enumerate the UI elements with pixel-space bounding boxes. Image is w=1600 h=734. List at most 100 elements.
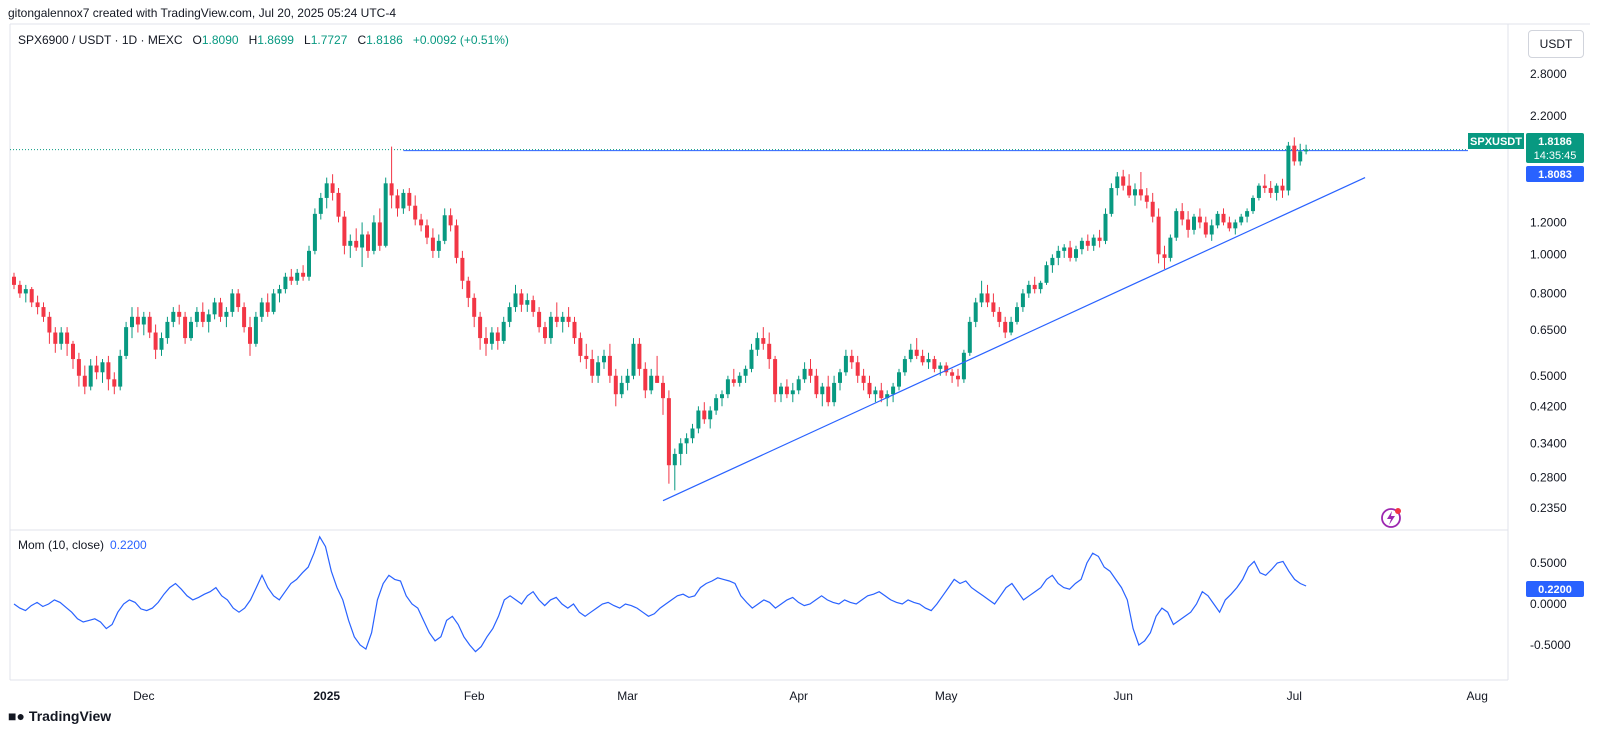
candle-body [1097,237,1102,241]
time-tick-label: Jun [1114,689,1133,703]
time-tick-label: Feb [464,689,485,703]
candle-body [796,379,801,391]
candle-body [1262,185,1267,189]
candle-body [1186,219,1191,230]
momentum-tick-label: 0.5000 [1530,556,1567,570]
candle-body [1215,213,1220,226]
candle-body [897,372,901,387]
momentum-label[interactable]: Mom (10, close) [18,538,105,552]
candle-body [737,375,742,383]
last-price-label: 1.8186 14:35:45 [1526,133,1584,163]
candle-body [548,316,553,339]
candle-body [271,293,276,312]
candle-body [141,316,146,325]
trendline-drawing[interactable] [662,177,1366,502]
candle-body [448,215,453,226]
candle-body [377,222,382,246]
candle-body [849,355,854,363]
symbol-title[interactable]: SPX6900 / USDT · 1D · MEXC [18,33,183,47]
candle-body [312,213,317,251]
candle-body [537,311,542,328]
candle-body [584,355,589,360]
candle-body [1203,222,1208,235]
candle-body [961,352,966,380]
lightning-icon[interactable] [1381,508,1401,528]
candle-body [932,359,937,369]
candle-body [183,316,188,339]
candle-body [330,183,335,193]
candle-body [17,284,22,294]
candle-body [613,375,618,395]
candles-group [12,137,1309,491]
candle-body [767,343,772,360]
tradingview-logo[interactable]: ■● TradingView [8,708,111,724]
candle-body [1044,265,1049,283]
candle-body [560,316,565,322]
candle-body [543,327,547,339]
candle-body [950,372,955,376]
candle-body [720,394,724,399]
ticker-price-label: SPXUSDT [1468,133,1524,149]
price-tick-label: 1.0000 [1530,247,1567,261]
candle-body [1268,188,1273,193]
candle-body [307,250,311,277]
candle-body [495,332,500,341]
currency-unit-button[interactable]: USDT [1528,30,1584,58]
candle-body [124,327,129,356]
candle-body [1150,201,1155,217]
candle-body [242,307,247,328]
price-axis[interactable]: 2.8000 2.2000 1.2000 1.0000 0.8000 0.6500 0.50… [1530,67,1567,515]
attribution-text: gitongalennox7 created with TradingView.… [8,6,397,20]
momentum-axis[interactable]: 0.5000 0.0000 -0.5000 [1530,556,1571,652]
candle-body [130,316,134,328]
momentum-axis-value: 0.2200 [1538,584,1572,596]
candle-body [873,390,878,395]
time-axis[interactable]: Dec 2025 Feb Mar Apr May Jun Jul Aug [133,689,1488,703]
candle-body [743,368,748,376]
candle-body [135,316,140,325]
time-tick-label: Aug [1467,689,1488,703]
time-tick-label: Mar [617,689,638,703]
candle-body [572,321,577,339]
candle-body [690,428,695,439]
candle-body [843,355,848,373]
candle-body [460,257,465,281]
momentum-tick-label: -0.5000 [1530,638,1571,652]
candle-body [619,382,624,395]
candle-body [413,205,418,220]
candle-body [147,316,152,333]
candle-body [631,343,636,376]
candle-body [12,276,16,285]
candle-body [1197,216,1202,223]
candle-body [714,398,719,411]
candle-body [973,302,978,322]
momentum-value-label: 0.2200 [1526,581,1584,597]
candle-body [891,386,896,395]
candle-body [277,289,282,294]
ticker-label-text: SPXUSDT [1470,136,1522,148]
candle-body [236,293,241,308]
candle-body [230,293,235,312]
candle-body [749,349,754,369]
candle-body [1292,145,1297,162]
candle-body [773,359,778,395]
candle-body [708,410,713,420]
candle-body [159,338,164,350]
candle-body [814,375,819,395]
candle-body [672,453,677,466]
price-tick-label: 2.2000 [1530,109,1567,123]
candle-body [88,365,93,387]
candle-body [566,316,571,322]
price-tick-label: 0.4200 [1530,399,1567,413]
candle-body [1209,225,1214,235]
candle-body [106,362,111,380]
candle-body [407,192,412,206]
candle-body [1068,247,1073,258]
candle-body [867,382,872,395]
time-tick-label: May [935,689,958,703]
price-tick-label: 0.3400 [1530,436,1567,450]
candle-body [1245,211,1250,217]
candle-body [926,359,931,363]
candle-body [112,379,117,387]
